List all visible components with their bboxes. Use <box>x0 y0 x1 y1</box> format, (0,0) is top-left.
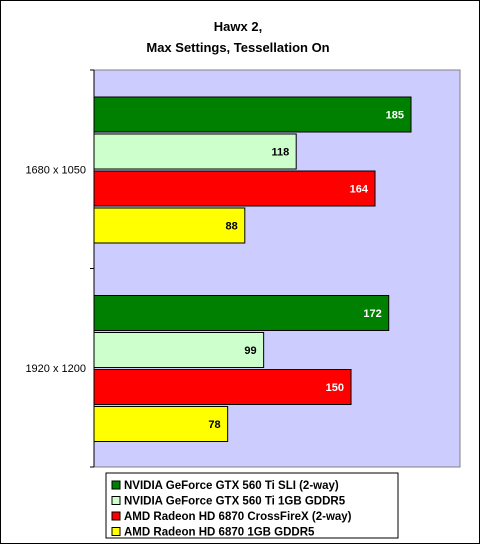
chart-title-line-2: Max Settings, Tessellation On <box>146 40 329 55</box>
bar <box>93 406 229 442</box>
data-label: 185 <box>386 110 404 122</box>
data-label: 150 <box>326 382 344 394</box>
axis-layer <box>90 69 95 468</box>
legend-label: AMD Radeon HD 6870 1GB GDDR5 <box>124 527 315 539</box>
bar <box>93 369 352 405</box>
data-label: 88 <box>226 221 238 233</box>
data-label: 172 <box>363 308 381 320</box>
bar <box>93 207 246 244</box>
data-label: 118 <box>271 147 289 159</box>
bar <box>93 295 390 331</box>
bar <box>93 170 376 207</box>
data-label: 99 <box>244 345 256 357</box>
data-label: 78 <box>208 419 220 431</box>
legend-swatch <box>111 511 121 521</box>
data-label: 164 <box>350 184 369 196</box>
legend: NVIDIA GeForce GTX 560 Ti SLI (2-way) NVI… <box>111 480 352 539</box>
legend-label: AMD Radeon HD 6870 CrossFireX (2-way) <box>124 511 352 523</box>
legend-box <box>105 472 399 539</box>
bar-layer: 1680 x 1050 185 118 164 88 1920 x 1200 172 99 15… <box>25 96 412 442</box>
legend-label: NVIDIA GeForce GTX 560 Ti SLI (2-way) <box>124 480 339 492</box>
chart-title-line-1: Hawx 2, <box>214 19 262 34</box>
legend-swatch <box>111 527 121 536</box>
legend-label: NVIDIA GeForce GTX 560 Ti 1GB GDDR5 <box>124 496 346 508</box>
bar <box>93 96 412 133</box>
legend-swatch <box>111 480 121 490</box>
y-tick-label: 1680 x 1050 <box>25 164 86 176</box>
y-tick-label: 1920 x 1200 <box>25 363 86 375</box>
bar <box>93 332 265 368</box>
bar <box>93 133 297 170</box>
legend-swatch <box>111 496 121 505</box>
